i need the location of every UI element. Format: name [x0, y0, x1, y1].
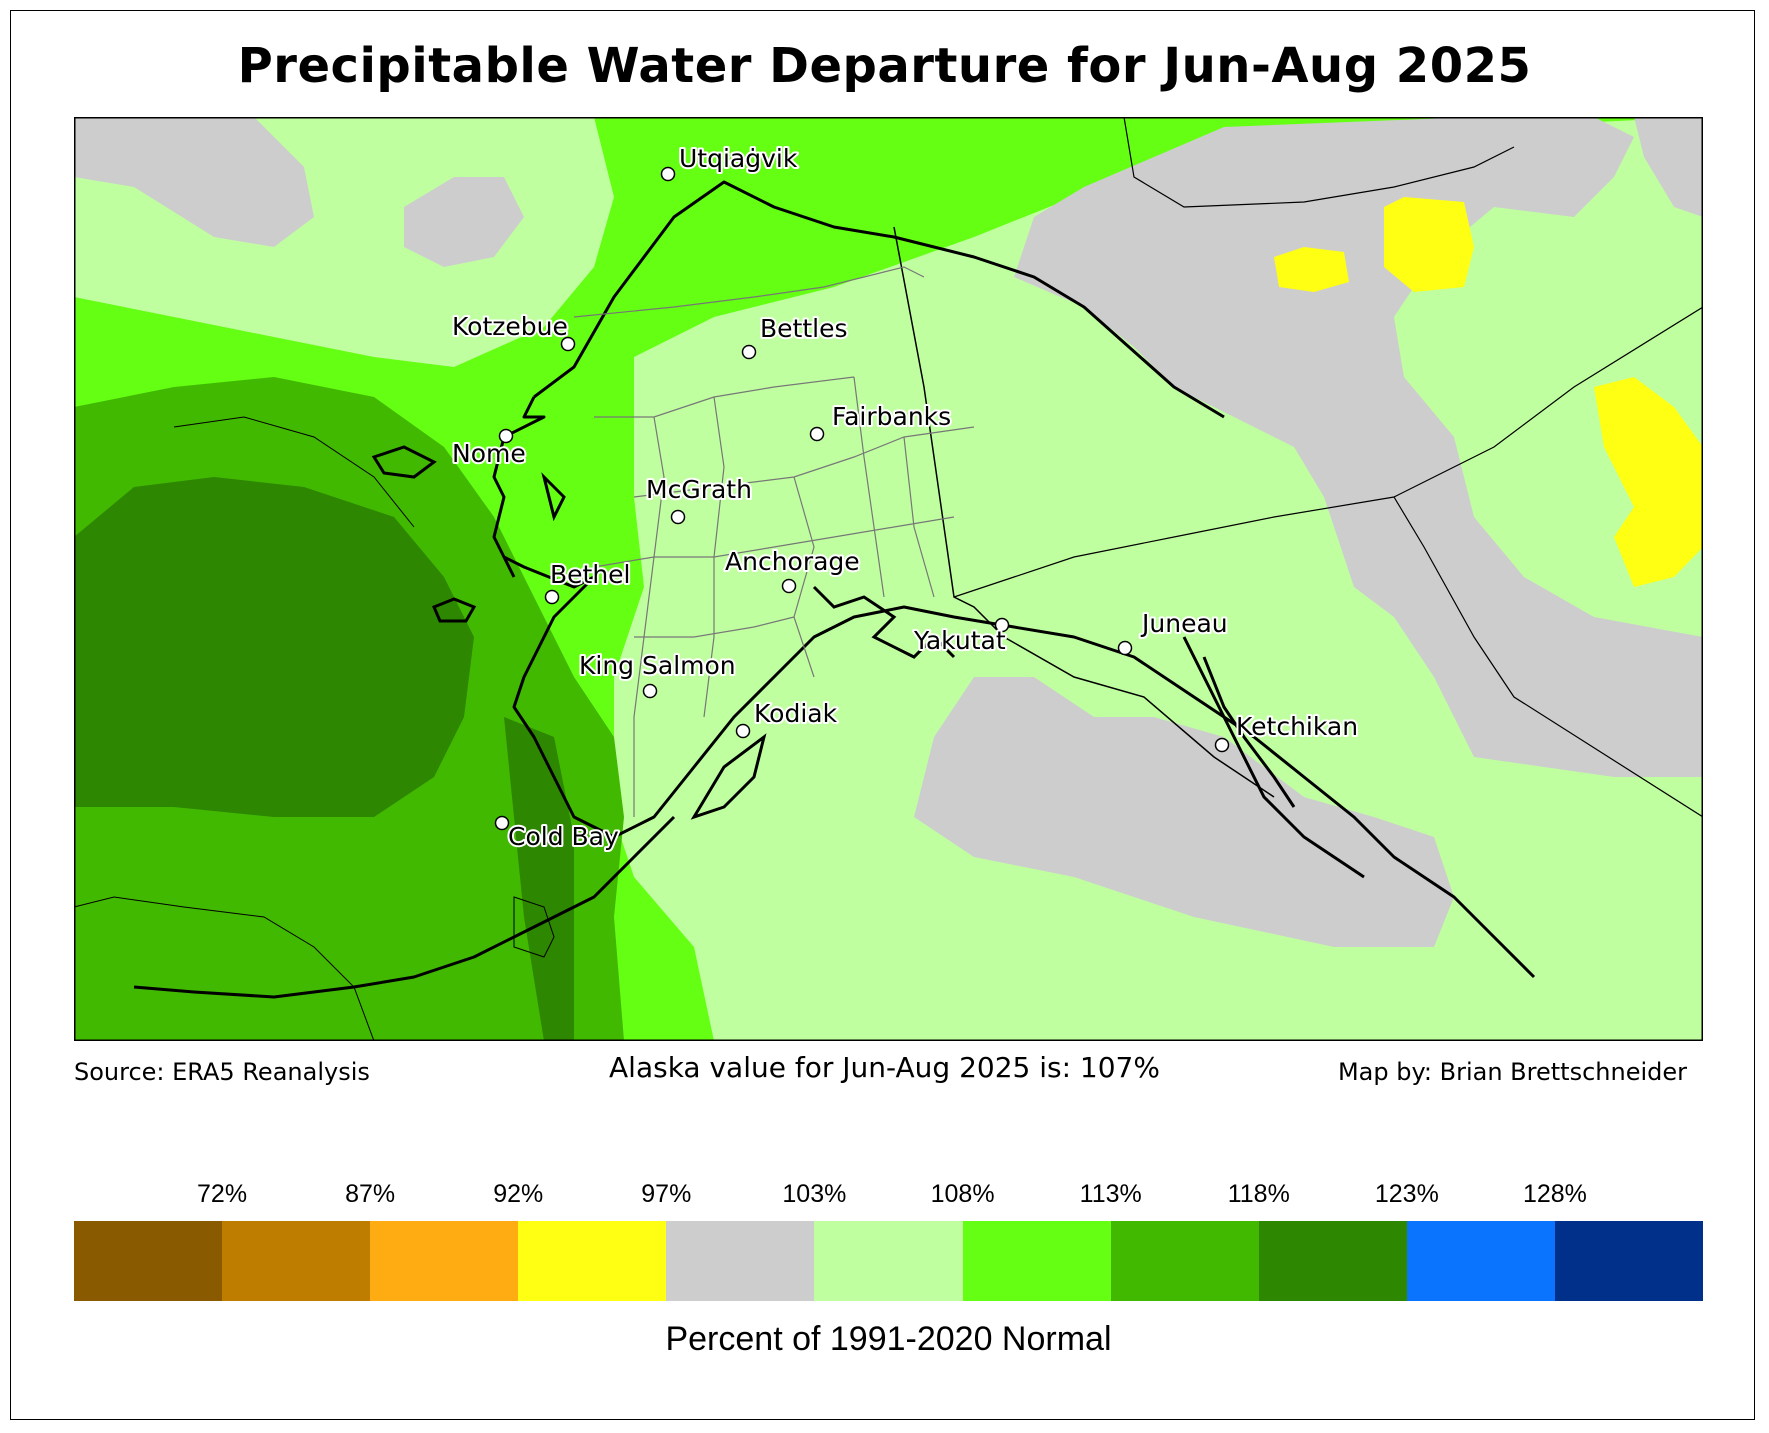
- kodiak-island: [690, 733, 767, 820]
- city-marker-cold-bay: [494, 815, 510, 831]
- figure-frame: [10, 10, 1755, 1420]
- nunivak-island: [432, 597, 477, 623]
- colorbar-tick: 128%: [1522, 1180, 1587, 1208]
- city-marker-utqiagvik: [660, 166, 676, 182]
- colorbar-segment-8: [1258, 1221, 1407, 1301]
- city-marker-king-salmon: [642, 683, 658, 699]
- colorbar-ticks: 72% 87% 92% 97% 103% 108% 113% 118% 123%…: [74, 1180, 1703, 1214]
- canada-internal-boundaries: [953, 117, 1703, 818]
- colorbar-segment-3: [518, 1221, 667, 1301]
- west-coast-islands: [502, 472, 566, 578]
- city-marker-fairbanks: [809, 426, 825, 442]
- zone-97-patch-c: [1594, 377, 1703, 587]
- colorbar-tick: 72%: [197, 1180, 248, 1208]
- source-note: Source: ERA5 Reanalysis: [74, 1058, 370, 1086]
- colorbar-segment-5: [814, 1221, 963, 1301]
- city-label-fairbanks: Fairbanks: [832, 402, 951, 431]
- map-title: Precipitable Water Departure for Jun-Aug…: [237, 38, 1532, 94]
- city-marker-anchorage: [781, 578, 797, 594]
- ocean-reference-lines: [74, 416, 555, 1041]
- city-marker-bettles: [741, 344, 757, 360]
- zone-103-gulf: [914, 677, 1454, 947]
- city-label-anchorage: Anchorage: [725, 547, 860, 576]
- colorbar-tick: 123%: [1374, 1180, 1439, 1208]
- city-label-bethel: Bethel: [550, 560, 631, 589]
- zone-123-south-strip: [504, 717, 574, 1041]
- city-label-kotzebue: Kotzebue: [452, 312, 568, 341]
- city-label-yakutat: Yakutat: [913, 626, 1006, 655]
- colorbar-tick: 108%: [930, 1180, 995, 1208]
- colorbar-legend: 72% 87% 92% 97% 103% 108% 113% 118% 123%…: [74, 1180, 1704, 1358]
- city-label-bettles: Bettles: [760, 314, 848, 343]
- colorbar-tick: 97%: [641, 1180, 692, 1208]
- map-border: [74, 117, 1703, 1041]
- zone-97-patch-a: [1384, 197, 1474, 292]
- city-label-mcgrath: McGrath: [646, 475, 752, 504]
- map-credit: Map by: Brian Brettschneider: [1337, 1058, 1687, 1086]
- city-label-ketchikan: Ketchikan: [1236, 712, 1358, 741]
- st-lawrence-island: [371, 445, 437, 479]
- zone-103-northeast: [1014, 117, 1703, 777]
- city-markers: [494, 166, 1230, 831]
- city-marker-mcgrath: [670, 509, 686, 525]
- city-label-cold-bay: Cold Bay: [508, 822, 619, 851]
- city-marker-nome: [498, 428, 514, 444]
- zone-108-east: [614, 117, 1703, 1041]
- zone-123-core: [74, 477, 474, 817]
- city-label-king-salmon: King Salmon: [579, 651, 736, 680]
- city-label-juneau: Juneau: [1140, 609, 1228, 638]
- zone-97-patch-b: [1274, 247, 1349, 292]
- precipitable-water-map: Utqiaġvik Kotzebue Bettles Nome Fairbank…: [74, 117, 1703, 1041]
- colorbar-segment-7: [1110, 1221, 1259, 1301]
- colorbar-segment-1: [222, 1221, 371, 1301]
- statewide-value: Alaska value for Jun-Aug 2025 is: 107%: [609, 1051, 1160, 1084]
- colorbar-tick: 118%: [1227, 1180, 1290, 1208]
- climate-division-boundaries: [573, 266, 975, 817]
- us-canada-border: [893, 226, 1275, 798]
- city-marker-juneau: [1117, 640, 1133, 656]
- colorbar-label: Percent of 1991-2020 Normal: [665, 1320, 1112, 1358]
- colorbar: [74, 1221, 1704, 1301]
- city-marker-bethel: [544, 589, 560, 605]
- city-marker-ketchikan: [1214, 737, 1230, 753]
- colorbar-segment-10: [1554, 1221, 1704, 1301]
- colorbar-segment-9: [1406, 1221, 1555, 1301]
- colorbar-segment-0: [74, 1221, 223, 1301]
- colorbar-segment-2: [370, 1221, 519, 1301]
- alaska-coastline: [133, 180, 1536, 999]
- zone-103-far-northwest: [1634, 117, 1703, 217]
- colorbar-segment-6: [962, 1221, 1111, 1301]
- city-label-kodiak: Kodiak: [754, 699, 838, 728]
- colorbar-tick: 103%: [782, 1180, 847, 1208]
- city-marker-kotzebue: [560, 336, 576, 352]
- southeast-panhandle-islands: [1182, 636, 1365, 879]
- colorbar-tick: 113%: [1079, 1180, 1142, 1208]
- zone-103-northwest-a: [74, 117, 314, 247]
- city-label-nome: Nome: [452, 439, 526, 468]
- colorbar-tick: 87%: [345, 1180, 396, 1208]
- prince-william-sound: [812, 585, 956, 659]
- city-marker-yakutat: [994, 617, 1010, 633]
- zone-103-northwest-b: [404, 177, 524, 267]
- city-marker-kodiak: [735, 723, 751, 739]
- colorbar-tick: 92%: [493, 1180, 544, 1208]
- colorbar-segment-4: [666, 1221, 815, 1301]
- city-label-utqiagvik: Utqiaġvik: [679, 144, 798, 173]
